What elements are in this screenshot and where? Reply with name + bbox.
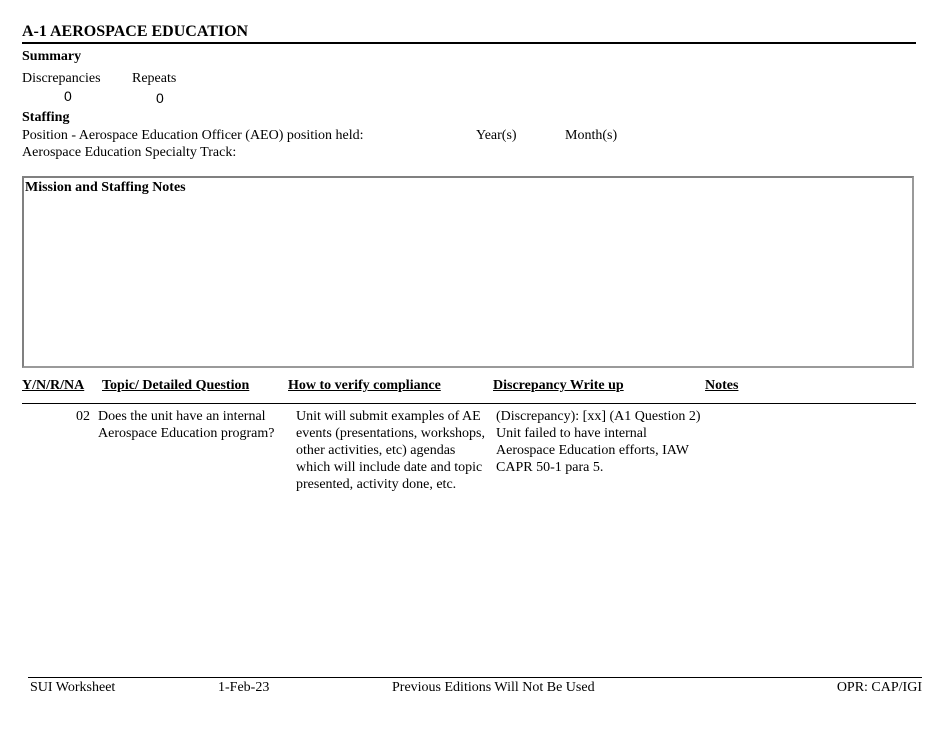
title-rule — [22, 42, 916, 44]
header-discrepancy: Discrepancy Write up — [493, 378, 624, 393]
specialty-track-label: Aerospace Education Specialty Track: — [22, 145, 237, 160]
header-verify: How to verify compliance — [288, 378, 441, 393]
footer-rule — [28, 677, 922, 678]
position-label: Position - Aerospace Education Officer (… — [22, 128, 364, 143]
staffing-heading: Staffing — [22, 110, 70, 125]
page-title: A-1 AEROSPACE EDUCATION — [22, 23, 249, 40]
footer-opr: OPR: CAP/IGI — [836, 680, 922, 695]
discrepancies-value: 0 — [64, 88, 72, 104]
question-number: 02 — [76, 409, 90, 424]
header-notes: Notes — [705, 378, 739, 393]
footer-date: 1-Feb-23 — [218, 680, 270, 695]
header-ynrna: Y/N/R/NA — [22, 378, 85, 393]
repeats-label: Repeats — [132, 71, 177, 86]
header-topic: Topic/ Detailed Question — [102, 378, 250, 393]
discrepancies-label: Discrepancies — [22, 71, 101, 86]
years-label: Year(s) — [476, 128, 517, 143]
header-rule — [22, 403, 916, 404]
months-label: Month(s) — [565, 128, 618, 143]
footer-notice: Previous Editions Will Not Be Used — [392, 680, 595, 695]
notes-box-heading: Mission and Staffing Notes — [25, 180, 186, 195]
footer-form-name: SUI Worksheet — [30, 680, 116, 695]
discrepancy-text: (Discrepancy): [xx] (A1 Question 2) Unit… — [496, 409, 701, 475]
repeats-value: 0 — [156, 90, 164, 106]
verify-text: Unit will submit examples of AE events (… — [296, 409, 485, 492]
question-text: Does the unit have an internal Aerospace… — [98, 409, 275, 441]
mission-staffing-notes-box[interactable]: Mission and Staffing Notes — [22, 176, 914, 368]
summary-heading: Summary — [22, 49, 82, 64]
